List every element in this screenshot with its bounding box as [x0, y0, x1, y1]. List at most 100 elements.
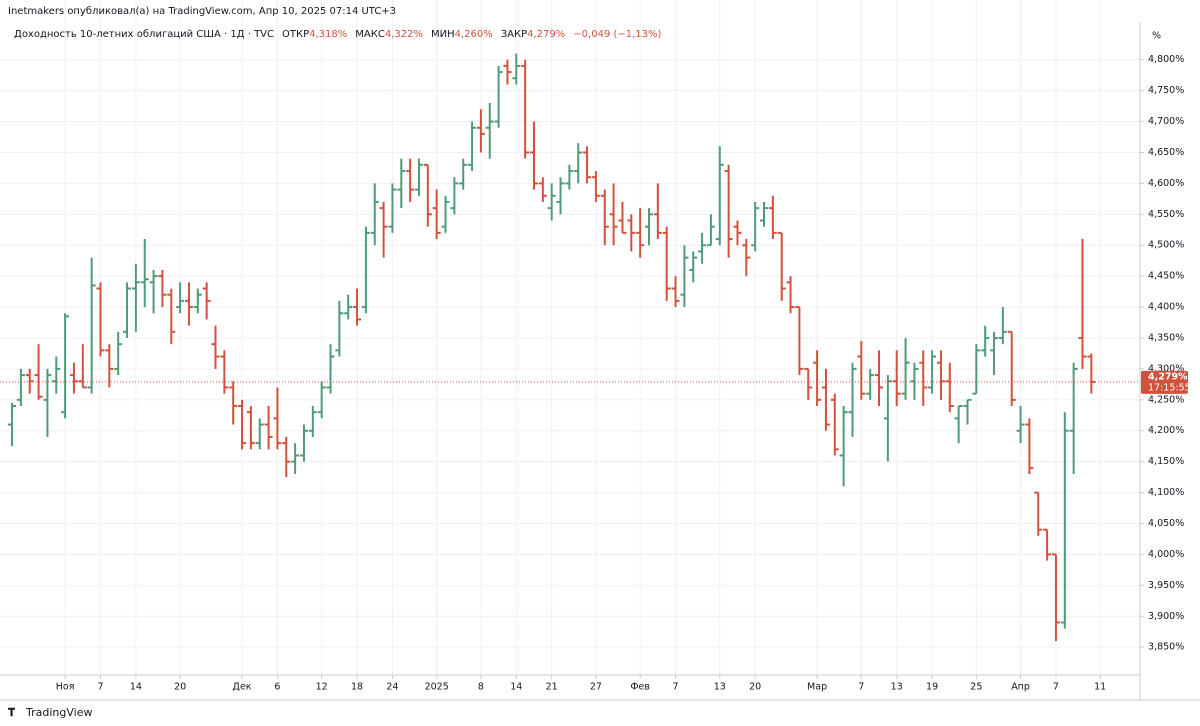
ohlc-bar — [1034, 491, 1043, 536]
x-tick-label: 7 — [673, 682, 679, 693]
x-tick-label: 13 — [891, 682, 903, 693]
ohlc-bar — [715, 146, 724, 246]
ohlc-bar — [264, 406, 273, 450]
y-tick-label: 4,200% — [1148, 425, 1184, 436]
ohlc-bar — [521, 59, 530, 159]
ohlc-bar — [238, 399, 247, 450]
ohlc-bar — [414, 158, 423, 196]
ohlc-bar — [388, 183, 397, 233]
legend-field-label: МИН — [431, 29, 455, 40]
ohlc-bar — [760, 201, 769, 227]
ohlc-bar — [176, 282, 185, 314]
ohlc-bar — [512, 53, 521, 85]
ohlc-bar — [901, 337, 910, 400]
y-tick-label: 4,700% — [1148, 116, 1184, 127]
ohlc-bar — [565, 164, 574, 190]
ohlc-bar — [706, 214, 715, 247]
brand-name: TradingView — [25, 706, 92, 719]
ohlc-bar — [910, 362, 919, 400]
ohlc-bar — [184, 282, 193, 326]
ohlc-bar — [963, 398, 972, 425]
ohlc-bar — [813, 350, 822, 407]
ohlc-bar — [768, 195, 777, 240]
ohlc-bar — [370, 183, 379, 246]
ohlc-bar — [423, 163, 432, 227]
ohlc-bar — [96, 282, 105, 357]
legend-field-value: 4,318% — [309, 29, 347, 40]
y-tick-label: 4,050% — [1148, 518, 1184, 529]
ohlc-bar — [928, 350, 937, 394]
last-price-label: 4,279% — [1148, 371, 1188, 382]
ohlc-bar — [78, 344, 87, 389]
ohlc-bar — [87, 257, 96, 394]
ohlc-bar — [308, 406, 317, 437]
x-tick-label: Мар — [807, 682, 827, 693]
x-tick-label: 8 — [478, 682, 484, 693]
grid — [0, 0, 1140, 675]
legend-field-value: 4,322% — [385, 29, 423, 40]
ohlc-bar — [441, 195, 450, 233]
x-tick-label: 7 — [858, 682, 864, 693]
ohlc-bar — [954, 405, 963, 444]
ohlc-bar — [317, 381, 326, 419]
ohlc-bar — [547, 183, 556, 221]
ohlc-bar — [326, 344, 335, 394]
ohlc-bar — [529, 121, 538, 190]
ohlc-bar — [450, 177, 459, 215]
ohlc-bar — [645, 208, 654, 246]
ohlc-bar — [866, 368, 875, 400]
x-tick-label: 20 — [174, 682, 186, 693]
ohlc-bar — [583, 146, 592, 184]
ohlc-bar — [1069, 362, 1078, 475]
ohlc-bar — [751, 201, 760, 252]
x-tick-label: 27 — [590, 682, 602, 693]
x-tick-label: Фев — [630, 682, 650, 693]
ohlc-bar — [406, 158, 415, 202]
ohlc-bar — [724, 164, 733, 258]
symbol-name: Доходность 10-летних облигаций США · 1Д … — [14, 29, 274, 40]
ohlc-bar — [857, 341, 866, 400]
ohlc-bar — [990, 331, 999, 376]
ohlc-bar — [335, 300, 344, 357]
ohlc-bar — [282, 436, 291, 478]
ohlc-bar — [662, 226, 671, 301]
legend-change: −0,049 (−1,13%) — [573, 29, 661, 40]
ohlc-bar — [344, 294, 353, 320]
x-tick-label: 11 — [1094, 682, 1106, 693]
ohlc-bar — [892, 350, 901, 407]
x-tick-label: 7 — [97, 682, 103, 693]
ohlc-bar — [229, 381, 238, 425]
ohlc-bar — [998, 307, 1007, 345]
ohlc-bar — [883, 375, 892, 462]
ohlc-bar — [273, 387, 282, 450]
ohlc-bar — [777, 231, 786, 301]
ohlc-bar — [459, 158, 468, 190]
legend-field-value: 4,279% — [527, 29, 565, 40]
x-tick-label: 19 — [926, 682, 938, 693]
ohlc-bar — [689, 251, 698, 283]
ohlc-bar — [600, 189, 609, 246]
y-tick-label: 4,100% — [1148, 487, 1184, 498]
y-tick-label: 4,600% — [1148, 178, 1184, 189]
ohlc-bar — [1051, 553, 1060, 641]
ohlc-bar — [25, 368, 34, 394]
x-tick-label: Апр — [1011, 682, 1030, 693]
ohlc-bar — [591, 171, 600, 202]
ohlc-bar — [830, 393, 839, 456]
ohlc-bar — [795, 306, 804, 376]
ohlc-bar — [149, 269, 158, 314]
ohlc-bar — [52, 356, 61, 394]
ohlc-bar — [1060, 412, 1069, 629]
ohlc-bar — [193, 288, 202, 314]
ohlc-bar — [131, 263, 140, 332]
legend-field-label: ЗАКР — [501, 29, 527, 40]
ohlc-bar — [211, 325, 220, 369]
y-tick-label: 4,000% — [1148, 549, 1184, 560]
y-tick-label: 4,450% — [1148, 271, 1184, 282]
ohlc-bar — [468, 121, 477, 172]
ohlc-bar — [574, 143, 583, 184]
ohlc-bar — [353, 288, 362, 326]
ohlc-bar — [919, 350, 928, 407]
